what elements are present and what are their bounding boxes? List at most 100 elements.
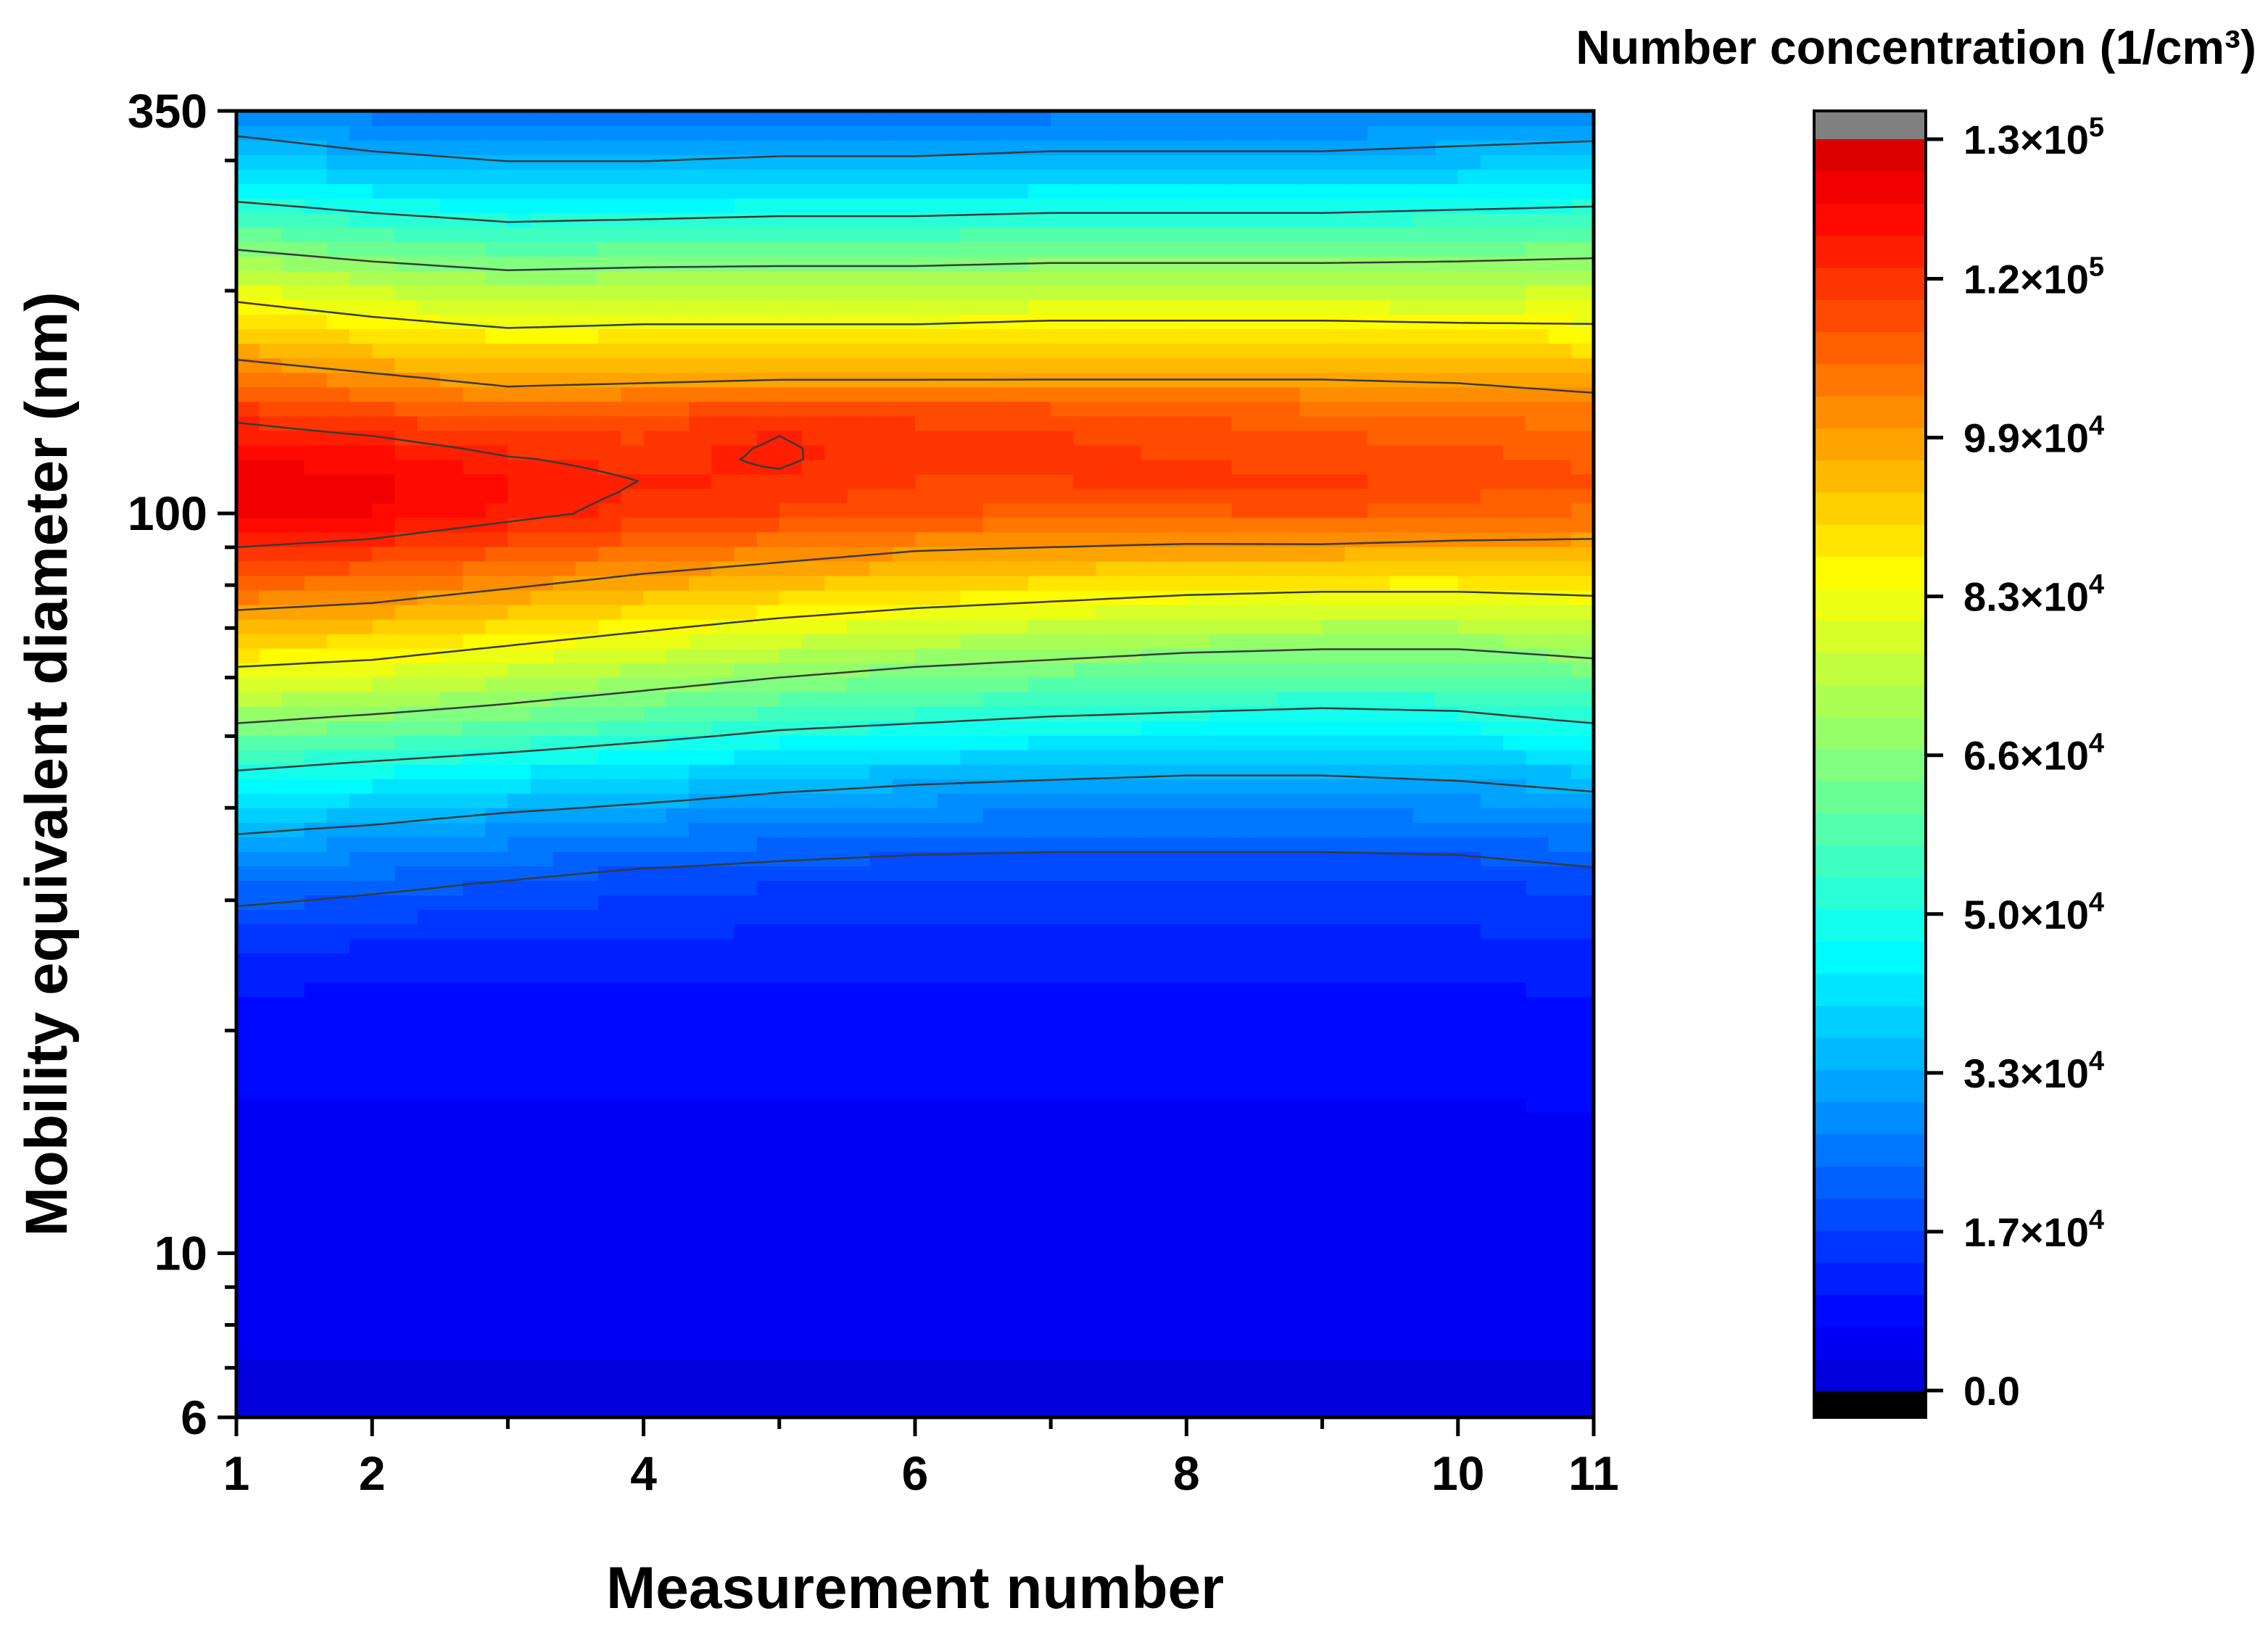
heatmap-cell xyxy=(1096,909,1119,925)
heatmap-cell xyxy=(1457,386,1481,402)
heatmap-cell xyxy=(1209,589,1233,605)
heatmap-cell xyxy=(869,720,893,736)
heatmap-cell xyxy=(326,1156,350,1172)
heatmap-cell xyxy=(576,502,599,518)
heatmap-cell xyxy=(417,357,441,373)
heatmap-cell xyxy=(1231,779,1255,794)
heatmap-cell xyxy=(1570,473,1594,489)
heatmap-cell xyxy=(892,1098,916,1114)
heatmap-cell xyxy=(304,1373,328,1389)
heatmap-cell xyxy=(938,808,961,823)
heatmap-cell xyxy=(915,1040,938,1056)
heatmap-cell xyxy=(1118,764,1142,779)
heatmap-cell xyxy=(666,618,690,634)
heatmap-cell xyxy=(1005,1025,1029,1041)
heatmap-cell xyxy=(1457,589,1481,605)
heatmap-cell xyxy=(1299,270,1323,286)
heatmap-cell xyxy=(1254,1112,1278,1128)
heatmap-cell xyxy=(621,851,645,866)
heatmap-cell xyxy=(1231,1156,1255,1172)
heatmap-cell xyxy=(1073,1214,1097,1230)
heatmap-cell xyxy=(960,618,984,634)
heatmap-cell xyxy=(1503,633,1527,649)
heatmap-cell xyxy=(1390,444,1414,460)
heatmap-cell xyxy=(304,270,328,286)
heatmap-cell xyxy=(281,299,305,315)
heatmap-cell xyxy=(1570,256,1594,272)
heatmap-cell xyxy=(349,430,373,446)
heatmap-cell xyxy=(960,720,984,736)
heatmap-cell xyxy=(666,1344,690,1360)
heatmap-cell xyxy=(643,227,667,242)
heatmap-cell xyxy=(1096,357,1119,373)
heatmap-cell xyxy=(349,938,373,954)
heatmap-cell xyxy=(1367,430,1391,446)
heatmap-cell xyxy=(1435,1141,1459,1157)
heatmap-cell xyxy=(1367,1315,1391,1331)
heatmap-cell xyxy=(1028,401,1051,417)
heatmap-cell xyxy=(1367,1170,1391,1186)
heatmap-cell xyxy=(621,1402,645,1417)
heatmap-cell xyxy=(1435,1228,1459,1244)
heatmap-cell xyxy=(485,1243,509,1259)
heatmap-cell xyxy=(1481,1025,1504,1041)
heatmap-cell xyxy=(847,749,871,765)
heatmap-cell xyxy=(621,676,645,692)
heatmap-cell xyxy=(530,633,554,649)
heatmap-cell xyxy=(394,895,418,911)
heatmap-cell xyxy=(1209,1170,1233,1186)
heatmap-cell xyxy=(1481,895,1504,911)
heatmap-cell xyxy=(779,546,803,562)
heatmap-cell xyxy=(892,764,916,779)
heatmap-cell xyxy=(869,1402,893,1417)
heatmap-cell xyxy=(756,285,780,301)
heatmap-cell xyxy=(1344,793,1368,808)
heatmap-cell xyxy=(643,1127,667,1143)
heatmap-cell xyxy=(802,924,825,940)
heatmap-cell xyxy=(281,459,305,475)
heatmap-cell xyxy=(1118,444,1142,460)
heatmap-cell xyxy=(1570,793,1594,808)
heatmap-cell xyxy=(1277,1185,1301,1201)
heatmap-cell xyxy=(1209,299,1233,315)
heatmap-cell xyxy=(349,270,373,286)
heatmap-cell xyxy=(1435,589,1459,605)
heatmap-cell xyxy=(1209,1301,1233,1317)
heatmap-cell xyxy=(621,764,645,779)
heatmap-cell xyxy=(1435,1040,1459,1056)
heatmap-cell xyxy=(1164,1185,1188,1201)
heatmap-cell xyxy=(281,779,305,794)
heatmap-cell xyxy=(1096,560,1119,576)
heatmap-cell xyxy=(802,1344,825,1360)
heatmap-cell xyxy=(1164,880,1188,895)
heatmap-cell xyxy=(485,837,509,852)
heatmap-cell xyxy=(1254,212,1278,228)
heatmap-cell xyxy=(1028,1344,1051,1360)
heatmap-cell xyxy=(372,982,396,998)
heatmap-cell xyxy=(439,1214,463,1230)
heatmap-cell xyxy=(552,1083,576,1099)
heatmap-cell xyxy=(824,880,848,895)
heatmap-cell xyxy=(779,1344,803,1360)
heatmap-cell xyxy=(326,647,350,663)
heatmap-cell xyxy=(621,1170,645,1186)
heatmap-cell xyxy=(734,1199,758,1215)
heatmap-cell xyxy=(530,895,554,911)
heatmap-cell xyxy=(1028,691,1051,707)
heatmap-cell xyxy=(1344,996,1368,1012)
heatmap-cell xyxy=(1254,401,1278,417)
heatmap-cell xyxy=(372,851,396,866)
heatmap-cell xyxy=(711,808,735,823)
heatmap-cell xyxy=(1367,924,1391,940)
heatmap-cell xyxy=(1164,1344,1188,1360)
heatmap-cell xyxy=(1299,1243,1323,1259)
heatmap-cell xyxy=(643,1098,667,1114)
heatmap-cell xyxy=(982,764,1006,779)
heatmap-cell xyxy=(982,1243,1006,1259)
heatmap-cell xyxy=(1503,1040,1527,1056)
heatmap-cell xyxy=(666,633,690,649)
heatmap-cell xyxy=(1005,299,1029,315)
heatmap-cell xyxy=(1028,1098,1051,1114)
heatmap-cell xyxy=(508,212,531,228)
heatmap-cell xyxy=(915,837,938,852)
